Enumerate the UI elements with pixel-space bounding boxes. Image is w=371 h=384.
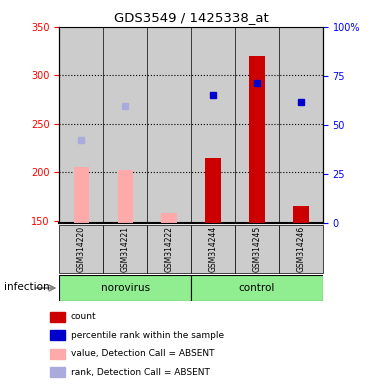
Bar <box>147 27 191 223</box>
Bar <box>235 27 279 223</box>
Bar <box>103 27 147 223</box>
Text: GSM314222: GSM314222 <box>165 226 174 271</box>
Text: percentile rank within the sample: percentile rank within the sample <box>71 331 224 340</box>
Text: count: count <box>71 312 96 321</box>
Text: value, Detection Call = ABSENT: value, Detection Call = ABSENT <box>71 349 214 358</box>
Bar <box>50 349 65 359</box>
FancyBboxPatch shape <box>147 225 191 273</box>
Text: infection: infection <box>4 282 49 292</box>
FancyBboxPatch shape <box>59 225 103 273</box>
Title: GDS3549 / 1425338_at: GDS3549 / 1425338_at <box>114 11 269 24</box>
Bar <box>50 367 65 377</box>
Bar <box>118 170 133 223</box>
Bar <box>73 167 89 223</box>
FancyBboxPatch shape <box>191 275 323 301</box>
Bar <box>161 213 177 223</box>
FancyBboxPatch shape <box>235 225 279 273</box>
Text: control: control <box>239 283 275 293</box>
FancyBboxPatch shape <box>279 225 323 273</box>
Bar <box>279 27 323 223</box>
FancyBboxPatch shape <box>103 225 147 273</box>
Bar <box>59 27 103 223</box>
FancyBboxPatch shape <box>191 225 235 273</box>
Text: GSM314221: GSM314221 <box>121 226 130 271</box>
Text: norovirus: norovirus <box>101 283 150 293</box>
Bar <box>249 56 265 223</box>
Text: GSM314244: GSM314244 <box>209 225 217 272</box>
Text: GSM314220: GSM314220 <box>77 225 86 272</box>
Bar <box>50 330 65 340</box>
Text: GSM314245: GSM314245 <box>252 225 262 272</box>
Bar <box>191 27 235 223</box>
Bar <box>50 312 65 322</box>
Bar <box>205 158 221 223</box>
Bar <box>293 206 309 223</box>
FancyBboxPatch shape <box>59 275 191 301</box>
Text: rank, Detection Call = ABSENT: rank, Detection Call = ABSENT <box>71 367 210 377</box>
Text: GSM314246: GSM314246 <box>296 225 305 272</box>
